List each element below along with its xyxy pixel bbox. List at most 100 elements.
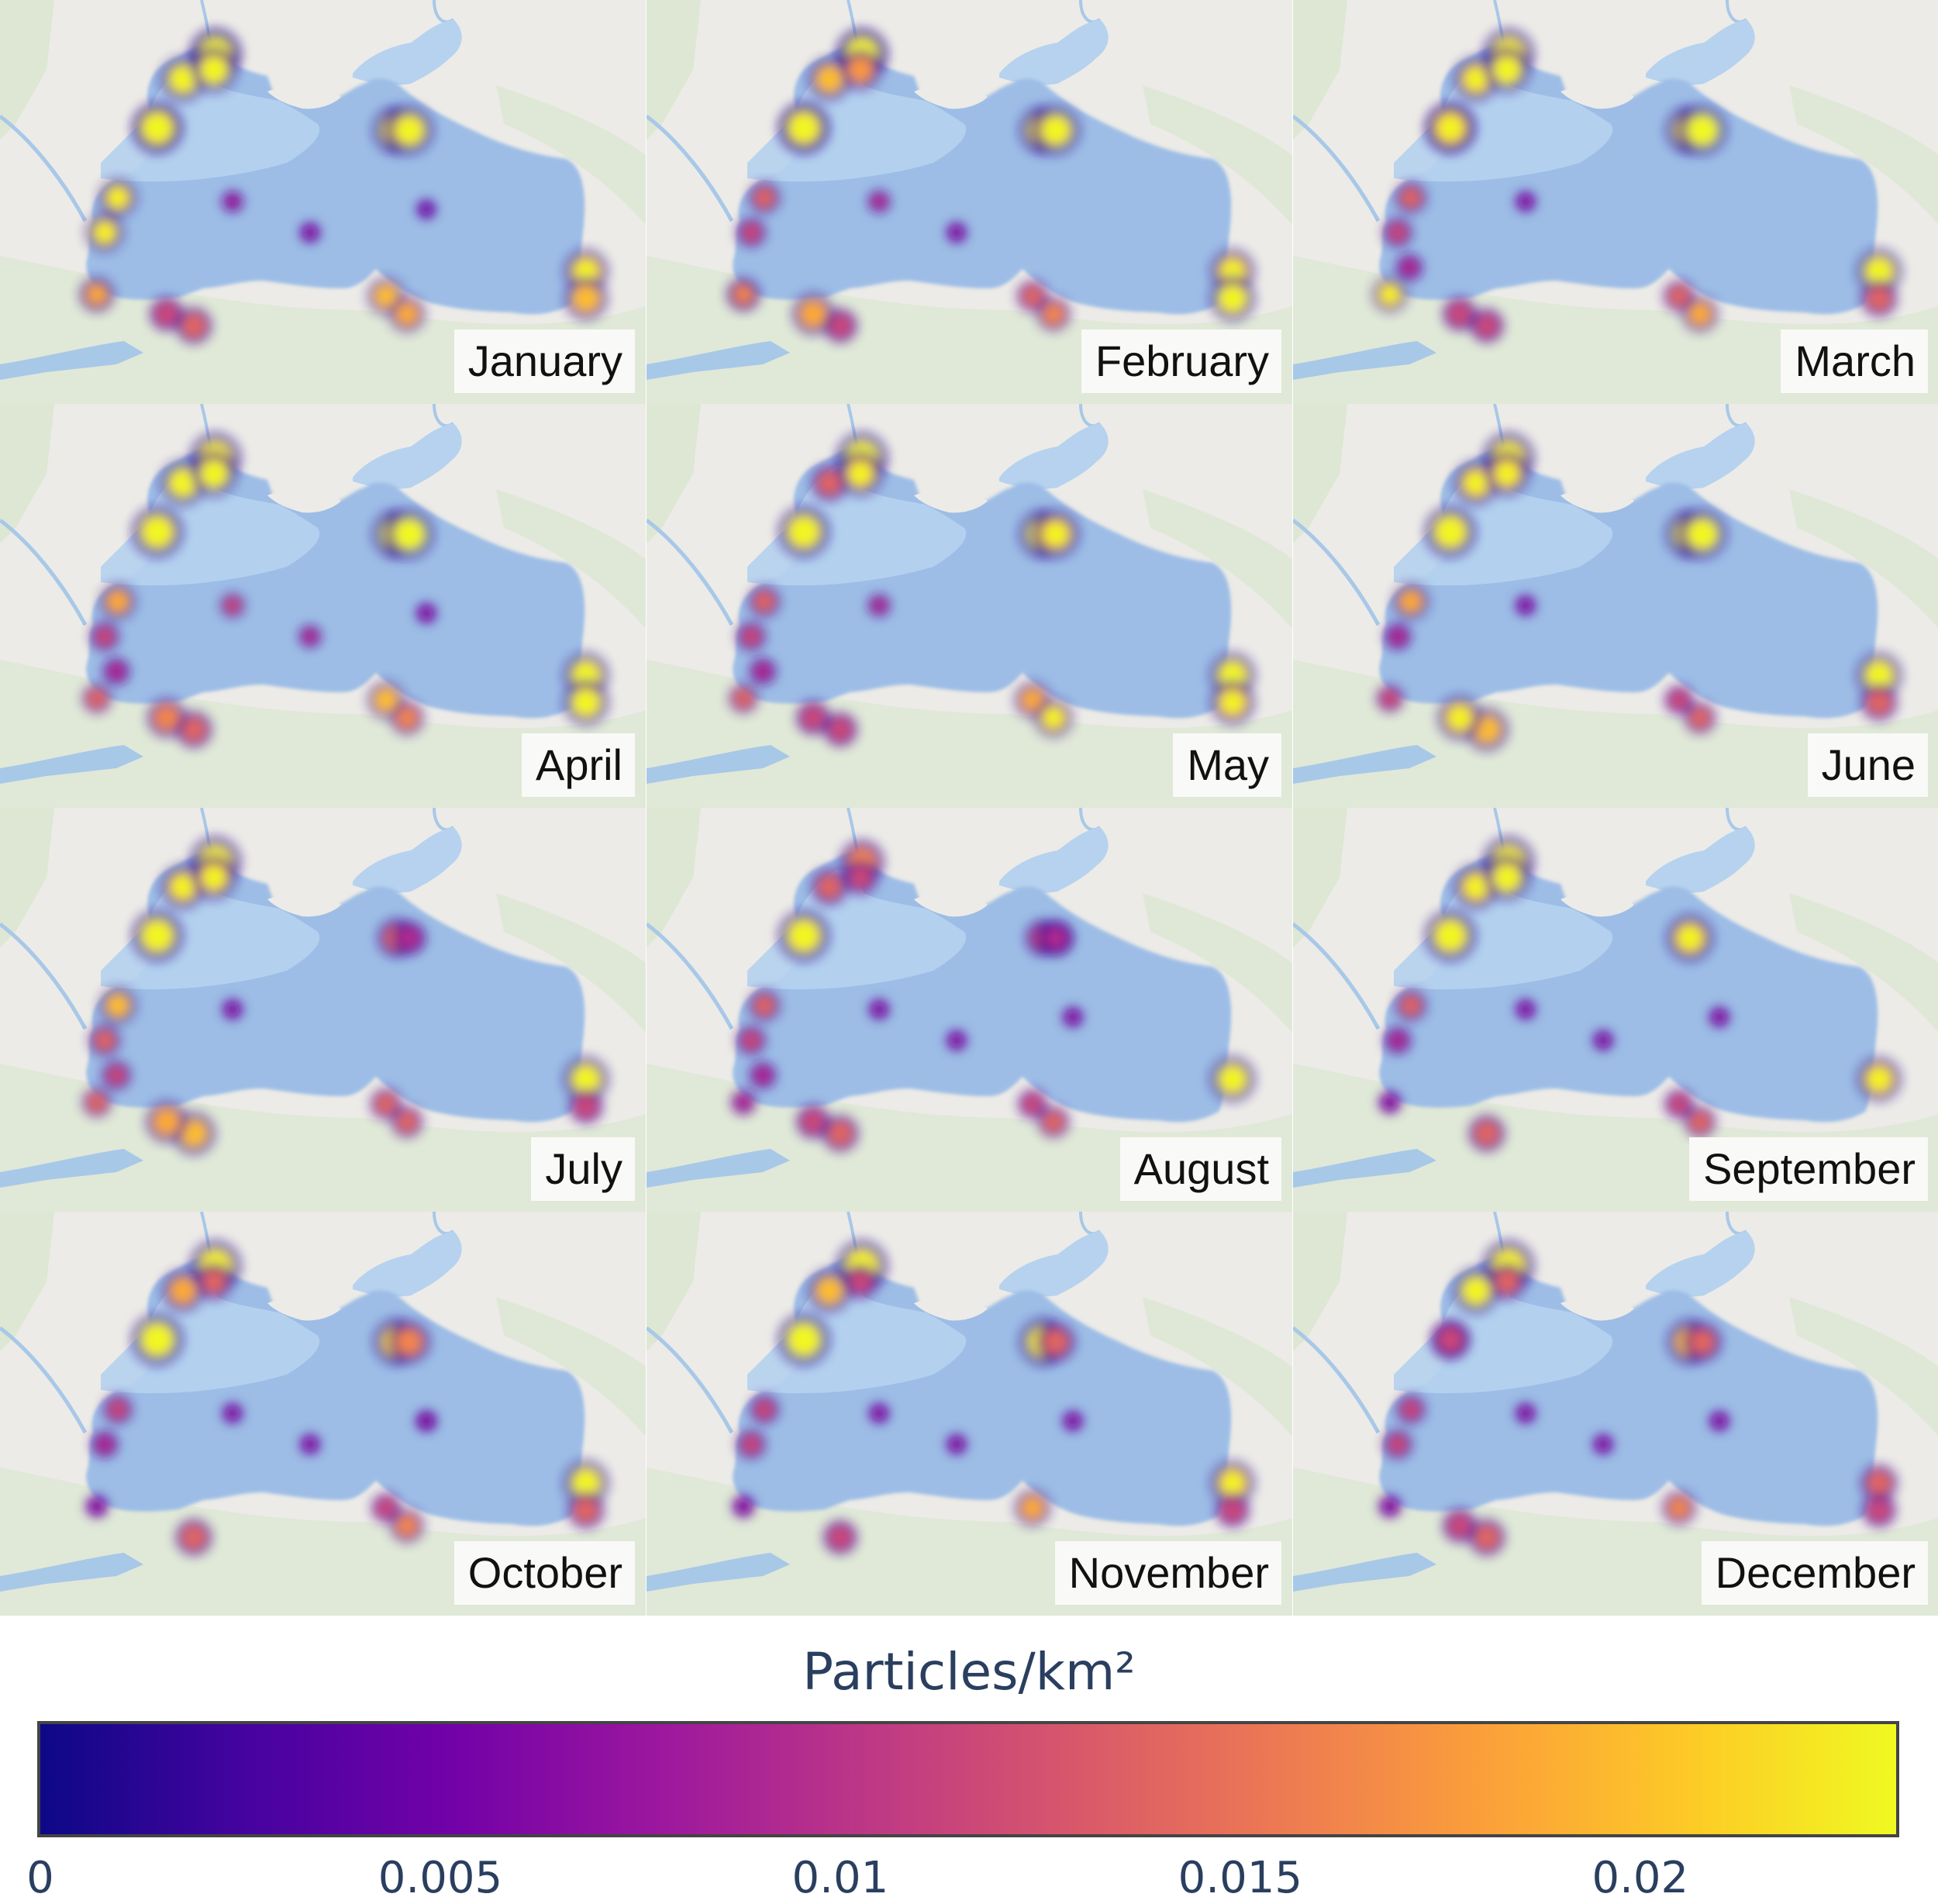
month-map-panel: July [0, 808, 646, 1212]
density-hotspot [1382, 1499, 1398, 1514]
density-hotspot-peak [577, 693, 595, 712]
vegetation-area [1143, 893, 1292, 1033]
vegetation-area [0, 808, 54, 947]
density-hotspot [1474, 1121, 1499, 1146]
particle-density-layer [80, 29, 608, 343]
density-hotspot [107, 662, 126, 681]
particle-density-layer [731, 840, 1255, 1151]
sea-of-azov [999, 1231, 1109, 1297]
river [1293, 745, 1436, 784]
density-hotspot-peak [1223, 1070, 1242, 1088]
vegetation-area [647, 1212, 701, 1351]
density-hotspot [799, 300, 827, 328]
density-hotspot [1043, 1111, 1064, 1133]
month-label: March [1781, 329, 1928, 393]
vegetation-area [1143, 85, 1292, 225]
density-hotspot-peak [174, 474, 192, 492]
density-hotspot [849, 1270, 872, 1293]
black-sea-map [647, 0, 1292, 404]
month-label: August [1119, 1137, 1281, 1201]
vegetation-area [1789, 489, 1938, 628]
river [1293, 1553, 1436, 1592]
density-hotspot [224, 597, 241, 614]
month-label: October [453, 1541, 635, 1605]
river [647, 923, 734, 1030]
density-hotspot [1437, 1326, 1464, 1353]
sea-of-azov [1646, 423, 1755, 489]
density-hotspot [816, 65, 843, 93]
density-hotspot [1388, 1031, 1407, 1050]
density-hotspot-peak [147, 926, 167, 946]
month-label: January [453, 329, 635, 393]
density-hotspot [817, 874, 842, 899]
density-hotspot [376, 1498, 396, 1518]
density-hotspot [829, 1526, 852, 1549]
density-hotspot [753, 187, 775, 209]
density-hotspot-peak [577, 1474, 595, 1492]
density-hotspot [105, 589, 130, 614]
particle-density-layer [1378, 1240, 1897, 1555]
density-hotspot [1448, 302, 1471, 326]
density-hotspot [87, 1092, 107, 1112]
density-hotspot [1022, 285, 1043, 307]
crimea-peninsula [267, 892, 341, 917]
vegetation-area [1143, 1297, 1292, 1437]
sea-of-azov [353, 827, 462, 893]
density-hotspot-peak [1870, 666, 1888, 685]
density-hotspot-peak [1223, 289, 1242, 308]
density-hotspot-peak [794, 926, 814, 946]
density-hotspot [180, 1119, 208, 1147]
density-hotspot [1712, 1010, 1726, 1024]
density-hotspot [395, 1328, 423, 1356]
river [0, 1149, 143, 1188]
black-sea-map [1293, 0, 1938, 404]
density-hotspot [153, 1108, 181, 1136]
crimea-peninsula [914, 85, 988, 109]
crimea-peninsula [1560, 892, 1634, 917]
sea-of-azov [999, 19, 1109, 85]
density-hotspot [1401, 1399, 1421, 1419]
density-hotspot [753, 662, 772, 681]
density-hotspot-peak [399, 120, 419, 140]
river [0, 923, 88, 1030]
density-hotspot [398, 926, 421, 950]
density-hotspot [87, 688, 107, 709]
river [0, 519, 88, 626]
density-hotspot [225, 194, 240, 209]
density-hotspot [1519, 195, 1533, 209]
density-hotspot [1474, 1525, 1499, 1550]
density-hotspot-peak [110, 190, 126, 205]
density-hotspot [733, 284, 754, 305]
particle-density-layer [82, 836, 609, 1154]
month-map-panel: January [0, 0, 646, 404]
sea-of-azov [353, 19, 462, 85]
vegetation-area [1789, 893, 1938, 1032]
density-hotspot-peak [147, 1329, 168, 1350]
density-hotspot [303, 1437, 317, 1451]
vegetation-area [1293, 1212, 1347, 1351]
river [0, 745, 143, 784]
density-hotspot [829, 718, 852, 741]
colorbar [37, 1721, 1899, 1837]
crimea-peninsula [1560, 488, 1634, 513]
particle-density-layer [85, 1240, 609, 1555]
density-hotspot [95, 626, 115, 647]
density-hotspot [1042, 302, 1065, 326]
sea-of-azov [353, 423, 462, 489]
density-hotspot [1398, 589, 1423, 614]
density-hotspot [226, 1002, 240, 1016]
density-hotspot [155, 302, 178, 326]
month-map-panel: April [0, 404, 646, 808]
density-hotspot [1022, 1094, 1043, 1114]
density-hotspot-peak [577, 262, 595, 281]
crimea-peninsula [914, 892, 988, 917]
colorbar-tick-label: 0 [26, 1853, 54, 1903]
density-hotspot [1388, 627, 1407, 646]
density-hotspot [419, 606, 433, 620]
month-map-panel: February [647, 0, 1292, 404]
density-hotspot-peak [205, 464, 223, 483]
density-hotspot [1519, 598, 1533, 612]
colorbar-tick-label: 0.005 [378, 1853, 503, 1903]
density-hotspot [303, 226, 317, 240]
density-hotspot [574, 1498, 598, 1523]
